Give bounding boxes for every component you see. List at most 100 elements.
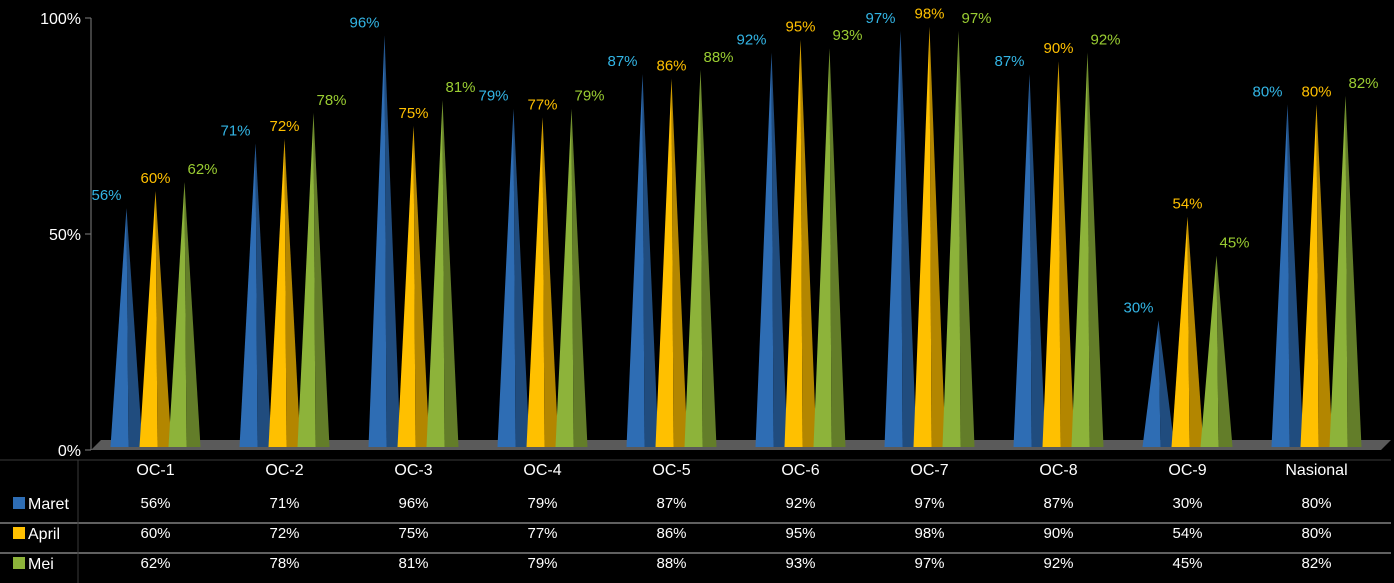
cone-mei-nasional [1330,96,1362,447]
data-label-mei-nasional: 82% [1348,75,1378,92]
table-cell: 79% [527,495,557,512]
data-label-april-oc-8: 90% [1043,40,1073,57]
cone-mei-oc-6 [814,48,846,447]
data-label-april-oc-7: 98% [914,6,944,23]
data-label-april-oc-6: 95% [785,19,815,36]
cone-maret-oc-3 [369,35,401,447]
x-tick-label: OC-8 [1039,462,1077,479]
data-label-maret-oc-2: 71% [220,122,250,139]
data-label-maret-oc-5: 87% [607,53,637,70]
cone-april-oc-1 [140,191,172,447]
table-cell: 92% [1043,555,1073,572]
cone-maret-oc-8 [1014,74,1046,447]
table-cell: 97% [914,555,944,572]
data-label-mei-oc-9: 45% [1219,235,1249,252]
cone-maret-oc-7 [885,31,917,447]
table-cell: 96% [398,495,428,512]
cone-maret-oc-5 [627,74,659,447]
data-label-maret-oc-7: 97% [865,10,895,27]
cone-maret-oc-2 [240,143,272,447]
data-label-mei-oc-1: 62% [187,161,217,178]
cone-mei-oc-9 [1201,256,1233,447]
data-label-maret-oc-3: 96% [349,14,379,31]
table-cell: 30% [1172,495,1202,512]
data-label-maret-oc-6: 92% [736,32,766,49]
cone-maret-oc-1 [111,208,143,447]
data-label-april-oc-1: 60% [140,170,170,187]
data-label-mei-oc-7: 97% [961,10,991,27]
cone-maret-nasional [1272,104,1304,447]
y-tick-label: 50% [49,227,81,244]
data-label-april-oc-3: 75% [398,105,428,122]
data-label-maret-nasional: 80% [1252,83,1282,100]
y-tick-label: 0% [58,443,81,460]
data-label-mei-oc-4: 79% [574,88,604,105]
table-cell: 78% [269,555,299,572]
legend-key [13,527,25,539]
cone-mei-oc-1 [169,182,201,447]
table-cell: 82% [1301,555,1331,572]
data-table: OC-1 OC-2 OC-3 OC-4 OC-5 OC-6 OC-7 OC-8 OC-9 Nasi… [0,460,1391,583]
table-cell: 90% [1043,525,1073,542]
y-tick-label: 100% [40,11,81,28]
legend-key [13,557,25,569]
cone-maret-oc-6 [756,53,788,447]
cone-maret-oc-4 [498,109,530,447]
cone-mei-oc-3 [427,100,459,447]
table-cell: 88% [656,555,686,572]
cone-april-oc-8 [1043,61,1075,447]
table-cell: 45% [1172,555,1202,572]
data-label-mei-oc-8: 92% [1090,32,1120,49]
data-label-april-oc-4: 77% [527,96,557,113]
chart-marks [111,27,1362,447]
x-tick-label: Nasional [1285,462,1347,479]
cone-mei-oc-7 [943,31,975,447]
data-label-mei-oc-3: 81% [445,79,475,96]
table-cell: 80% [1301,525,1331,542]
table-row: April 60% 72% 75% 77% 86% 95% 98% 90% 54% 80% [13,525,1332,543]
table-cell: 81% [398,555,428,572]
x-tick-label: OC-9 [1168,462,1206,479]
data-label-maret-oc-8: 87% [994,53,1024,70]
table-cell: 98% [914,525,944,542]
table-cell: 56% [140,495,170,512]
data-label-april-oc-2: 72% [269,118,299,135]
table-cell: 80% [1301,495,1331,512]
table-cell: 62% [140,555,170,572]
table-cell: 77% [527,525,557,542]
table-cell: 71% [269,495,299,512]
data-label-maret-oc-1: 56% [91,187,121,204]
table-cell: 54% [1172,525,1202,542]
table-cell: 87% [656,495,686,512]
table-cell: 92% [785,495,815,512]
cone-april-nasional [1301,104,1333,447]
table-cell: 93% [785,555,815,572]
x-tick-label: OC-7 [910,462,948,479]
x-tick-label: OC-1 [136,462,174,479]
table-cell: 86% [656,525,686,542]
data-label-mei-oc-6: 93% [832,27,862,44]
data-label-maret-oc-9: 30% [1123,299,1153,316]
data-label-april-oc-5: 86% [656,57,686,74]
cone-april-oc-6 [785,40,817,447]
data-label-mei-oc-2: 78% [316,92,346,109]
cone-april-oc-4 [527,117,559,447]
x-tick-label: OC-2 [265,462,303,479]
table-row: Mei 62% 78% 81% 79% 88% 93% 97% 92% 45% 82% [13,555,1332,573]
cone-april-oc-9 [1172,217,1204,447]
cone-mei-oc-8 [1072,53,1104,447]
table-cell: 79% [527,555,557,572]
legend-label: Mei [28,556,54,573]
table-cell: 72% [269,525,299,542]
legend-label: Maret [28,496,69,513]
cone-maret-oc-9 [1143,320,1175,447]
cone-april-oc-5 [656,78,688,447]
table-cell: 75% [398,525,428,542]
data-label-maret-oc-4: 79% [478,88,508,105]
cone-mei-oc-2 [298,113,330,447]
x-tick-label: OC-6 [781,462,819,479]
table-cell: 60% [140,525,170,542]
table-cell: 87% [1043,495,1073,512]
x-tick-label: OC-4 [523,462,561,479]
